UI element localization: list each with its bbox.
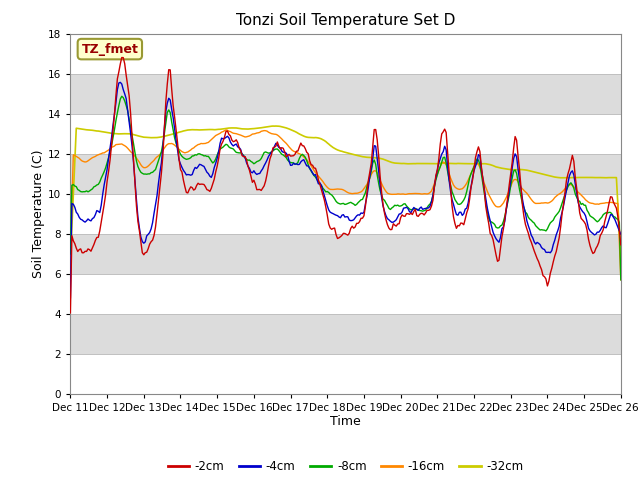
- Bar: [70, 34, 621, 73]
- Bar: [70, 114, 621, 154]
- Text: TZ_fmet: TZ_fmet: [81, 43, 138, 56]
- Bar: [70, 313, 621, 354]
- Bar: [70, 274, 621, 313]
- Y-axis label: Soil Temperature (C): Soil Temperature (C): [33, 149, 45, 278]
- Bar: [70, 193, 621, 234]
- Bar: [70, 154, 621, 193]
- Bar: [70, 73, 621, 114]
- Bar: [70, 234, 621, 274]
- Title: Tonzi Soil Temperature Set D: Tonzi Soil Temperature Set D: [236, 13, 455, 28]
- Legend: -2cm, -4cm, -8cm, -16cm, -32cm: -2cm, -4cm, -8cm, -16cm, -32cm: [163, 455, 528, 478]
- Bar: [70, 354, 621, 394]
- X-axis label: Time: Time: [330, 415, 361, 429]
